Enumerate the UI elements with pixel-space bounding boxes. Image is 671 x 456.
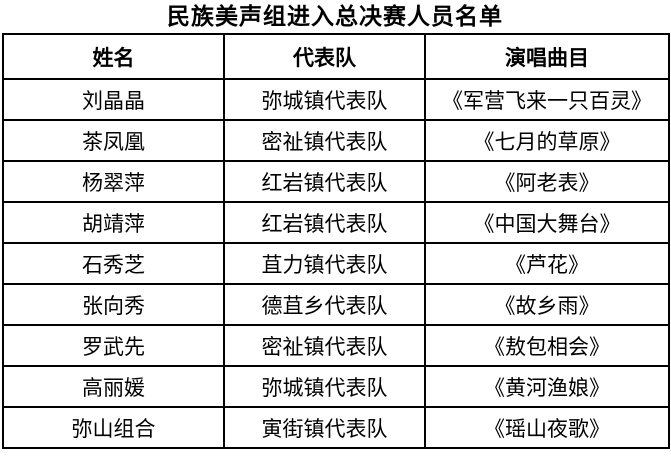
team-cell: 苴力镇代表队: [223, 242, 426, 285]
team-cell: 密祉镇代表队: [223, 324, 426, 367]
name-cell: 弥山组合: [2, 406, 225, 449]
header-name: 姓名: [2, 33, 225, 80]
name-cell: 杨翠萍: [2, 160, 225, 203]
table-row: 弥山组合 寅街镇代表队 《瑶山夜歌》: [2, 406, 670, 449]
name-cell: 高丽媛: [2, 365, 225, 408]
table-row: 刘晶晶 弥城镇代表队 《军营飞来一只百灵》: [2, 78, 670, 121]
team-cell: 弥城镇代表队: [223, 78, 426, 121]
finalists-table: 姓名 代表队 演唱曲目 刘晶晶 弥城镇代表队 《军营飞来一只百灵》 茶凤凰 密祉…: [2, 33, 670, 449]
table-row: 石秀芝 苴力镇代表队 《芦花》: [2, 242, 670, 285]
song-cell: 《阿老表》: [424, 160, 670, 203]
team-cell: 寅街镇代表队: [223, 406, 426, 449]
table-row: 罗武先 密祉镇代表队 《敖包相会》: [2, 324, 670, 367]
table-body: 刘晶晶 弥城镇代表队 《军营飞来一只百灵》 茶凤凰 密祉镇代表队 《七月的草原》…: [2, 78, 670, 449]
name-cell: 刘晶晶: [2, 78, 225, 121]
song-cell: 《七月的草原》: [424, 119, 670, 162]
team-cell: 红岩镇代表队: [223, 201, 426, 244]
name-cell: 张向秀: [2, 283, 225, 326]
table-row: 杨翠萍 红岩镇代表队 《阿老表》: [2, 160, 670, 203]
table-row: 高丽媛 弥城镇代表队 《黄河渔娘》: [2, 365, 670, 408]
song-cell: 《瑶山夜歌》: [424, 406, 670, 449]
name-cell: 石秀芝: [2, 242, 225, 285]
page-title: 民族美声组进入总决赛人员名单: [167, 4, 503, 29]
team-cell: 密祉镇代表队: [223, 119, 426, 162]
team-cell: 弥城镇代表队: [223, 365, 426, 408]
song-cell: 《中国大舞台》: [424, 201, 670, 244]
table-header: 姓名 代表队 演唱曲目: [2, 33, 670, 80]
song-cell: 《敖包相会》: [424, 324, 670, 367]
song-cell: 《故乡雨》: [424, 283, 670, 326]
song-cell: 《芦花》: [424, 242, 670, 285]
table-row: 茶凤凰 密祉镇代表队 《七月的草原》: [2, 119, 670, 162]
header-row: 姓名 代表队 演唱曲目: [2, 33, 670, 80]
table-row: 张向秀 德苴乡代表队 《故乡雨》: [2, 283, 670, 326]
header-team: 代表队: [223, 33, 426, 80]
team-cell: 红岩镇代表队: [223, 160, 426, 203]
team-cell: 德苴乡代表队: [223, 283, 426, 326]
name-cell: 茶凤凰: [2, 119, 225, 162]
song-cell: 《黄河渔娘》: [424, 365, 670, 408]
name-cell: 罗武先: [2, 324, 225, 367]
header-song: 演唱曲目: [424, 33, 670, 80]
table-row: 胡靖萍 红岩镇代表队 《中国大舞台》: [2, 201, 670, 244]
name-cell: 胡靖萍: [2, 201, 225, 244]
song-cell: 《军营飞来一只百灵》: [424, 78, 670, 121]
